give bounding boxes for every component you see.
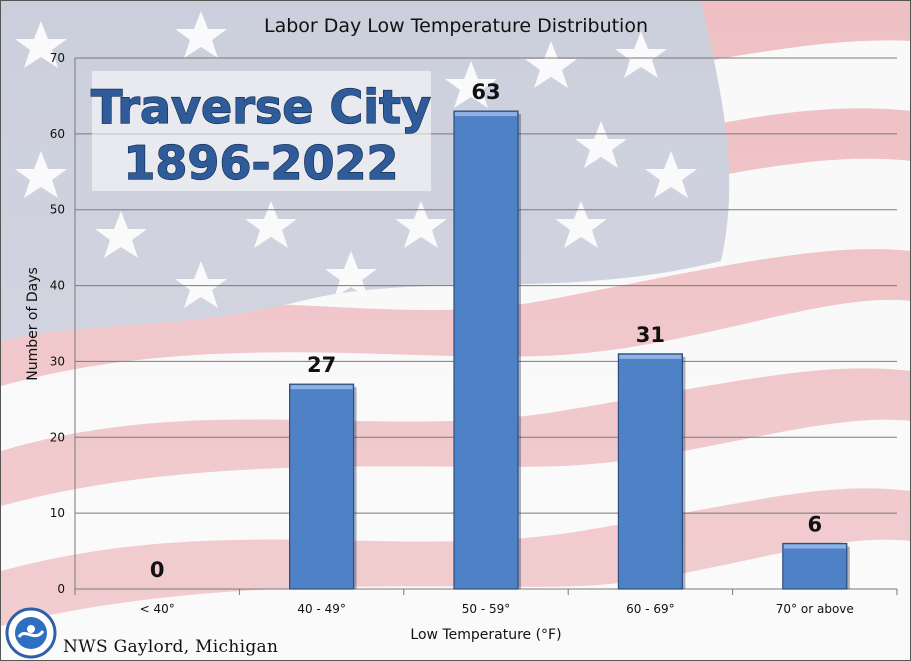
y-tick-label: 50: [50, 203, 65, 217]
y-tick-label: 10: [50, 506, 65, 520]
y-tick-label: 40: [50, 279, 65, 293]
overlay-box: [92, 71, 431, 191]
bar: [289, 383, 355, 590]
data-label: 63: [471, 80, 500, 104]
data-label: 0: [150, 558, 165, 582]
y-tick-label: 20: [50, 430, 65, 444]
y-tick-label: 70: [50, 51, 65, 65]
x-tick-label: 40 - 49°: [297, 602, 346, 616]
overlay-years: 1896-2022: [123, 136, 398, 190]
x-tick-labels: < 40° 40 - 49° 50 - 59° 60 - 69° 70° or abov…: [140, 602, 854, 616]
x-axis-title: Low Temperature (°F): [410, 627, 561, 643]
y-axis-title: Number of Days: [25, 267, 41, 381]
x-tick-label: < 40°: [140, 602, 175, 616]
data-labels: 0 27 63 31 6: [150, 80, 822, 582]
y-tick-labels: 0 10 20 30 40 50 60 70: [50, 51, 65, 596]
x-tick-label: 60 - 69°: [626, 602, 675, 616]
bar-highlight: [290, 385, 353, 390]
bar-highlight: [619, 354, 682, 359]
data-label: 6: [807, 512, 822, 536]
overlay-city: Traverse City: [91, 80, 431, 134]
bar: [782, 542, 848, 590]
bar-highlight: [455, 112, 517, 117]
y-tick-label: 30: [50, 354, 65, 368]
y-tick-label: 60: [50, 127, 65, 141]
bar: [453, 110, 519, 590]
data-label: 31: [636, 323, 665, 347]
nws-logo: [5, 607, 57, 659]
bars: [289, 110, 850, 590]
x-tick-label: 50 - 59°: [462, 602, 511, 616]
x-tick-label: 70° or above: [776, 602, 854, 616]
data-label: 27: [307, 353, 336, 377]
chart-title: Labor Day Low Temperature Distribution: [264, 15, 648, 37]
bar: [617, 353, 684, 590]
bar-highlight: [783, 544, 846, 549]
y-tick-label: 0: [57, 582, 65, 596]
footer-credit: NWS Gaylord, Michigan: [63, 637, 278, 657]
